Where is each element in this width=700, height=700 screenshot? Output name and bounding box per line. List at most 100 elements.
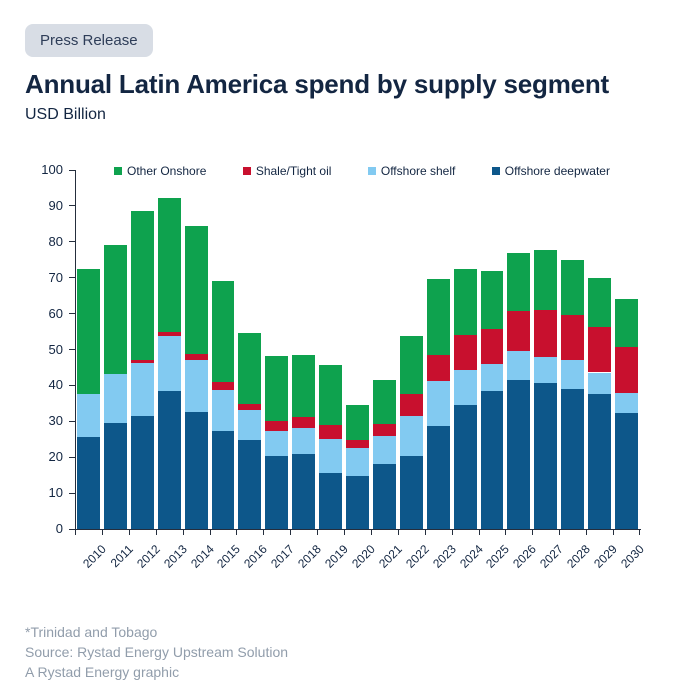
- bar-2024: [453, 170, 477, 529]
- segment-offshore-shelf: [184, 359, 208, 413]
- segment-offshore-deepwater: [426, 425, 450, 529]
- segment-offshore-deepwater: [130, 415, 154, 529]
- segment-other-onshore: [615, 299, 638, 347]
- segment-offshore-shelf: [372, 436, 396, 464]
- segment-offshore-deepwater: [77, 437, 100, 529]
- x-tick-label: 2010: [80, 542, 109, 571]
- bar-2030: [615, 170, 638, 529]
- segment-other-onshore: [77, 268, 100, 395]
- segment-other-onshore: [534, 250, 558, 310]
- segment-offshore-shelf: [588, 372, 612, 394]
- bar-2023: [426, 170, 450, 529]
- legend-label: Other Onshore: [127, 164, 207, 178]
- legend-item-offshore-shelf: Offshore shelf: [367, 164, 456, 178]
- segment-shale-tight-oil: [399, 394, 423, 416]
- x-tick-label: 2024: [456, 542, 486, 571]
- segment-other-onshore: [507, 252, 531, 312]
- x-tick-label: 2029: [591, 542, 620, 571]
- segment-other-onshore: [157, 197, 181, 332]
- segment-offshore-shelf: [399, 415, 423, 456]
- y-tick: [69, 420, 75, 422]
- segment-shale-tight-oil: [588, 326, 612, 373]
- bar-2019: [319, 170, 343, 529]
- segment-other-onshore: [372, 380, 396, 424]
- x-tick: [586, 530, 588, 535]
- legend-label: Offshore shelf: [380, 164, 456, 178]
- segment-other-onshore: [292, 354, 316, 417]
- segment-offshore-shelf: [211, 390, 235, 432]
- segment-other-onshore: [184, 225, 208, 355]
- x-tick-label: 2019: [322, 542, 351, 571]
- segment-shale-tight-oil: [615, 346, 638, 393]
- x-tick: [613, 530, 615, 535]
- legend-label: Offshore deepwater: [504, 164, 610, 178]
- segment-other-onshore: [561, 260, 585, 315]
- legend-item-offshore-deepwater: Offshore deepwater: [491, 164, 610, 178]
- segment-shale-tight-oil: [265, 421, 289, 432]
- press-release-badge: Press Release: [25, 24, 153, 57]
- y-tick-label: 80: [48, 233, 63, 249]
- segment-shale-tight-oil: [184, 354, 208, 360]
- y-tick: [69, 456, 75, 458]
- y-axis: 0 10 20 30 40 50 60 70 80 90 100: [0, 162, 75, 536]
- x-tick-label: 2028: [564, 542, 594, 571]
- legend-swatch-other-onshore: [114, 167, 122, 175]
- bar-2011: [103, 170, 127, 529]
- x-tick: [209, 530, 211, 535]
- segment-other-onshore: [399, 335, 423, 395]
- x-tick-label: 2013: [160, 542, 190, 571]
- segment-offshore-shelf: [507, 351, 531, 381]
- x-tick-label: 2027: [537, 542, 567, 571]
- segment-offshore-shelf: [130, 362, 154, 416]
- x-axis-line: [75, 529, 641, 530]
- y-tick: [69, 313, 75, 315]
- segment-offshore-shelf: [265, 431, 289, 457]
- legend-swatch-offshore-deepwater: [491, 167, 500, 175]
- y-tick: [69, 169, 75, 171]
- x-tick-label: 2021: [375, 542, 405, 571]
- y-tick: [69, 205, 75, 207]
- segment-shale-tight-oil: [372, 423, 396, 437]
- footnote: *Trinidad and Tobago: [25, 624, 158, 640]
- x-tick: [236, 530, 238, 535]
- segment-offshore-shelf: [534, 356, 558, 383]
- x-tick-label: 2011: [107, 542, 136, 571]
- segment-shale-tight-oil: [426, 354, 450, 381]
- y-tick-label: 70: [48, 269, 63, 285]
- x-tick-label: 2026: [510, 542, 540, 571]
- x-tick: [451, 530, 453, 535]
- x-tick-label: 2030: [618, 542, 647, 571]
- segment-shale-tight-oil: [319, 425, 343, 439]
- x-tick: [317, 530, 319, 535]
- segment-other-onshore: [319, 364, 343, 426]
- page-title: Annual Latin America spend by supply seg…: [25, 69, 610, 99]
- credit-line: A Rystad Energy graphic: [25, 664, 180, 680]
- segment-shale-tight-oil: [346, 439, 369, 448]
- legend-item-other-onshore: Other Onshore: [114, 164, 206, 178]
- segment-shale-tight-oil: [211, 381, 235, 391]
- segment-offshore-shelf: [292, 427, 316, 454]
- bar-2010: [77, 170, 100, 529]
- bar-2013: [157, 170, 181, 529]
- x-tick-label: 2025: [483, 542, 513, 571]
- segment-shale-tight-oil: [157, 331, 181, 337]
- segment-offshore-deepwater: [292, 453, 316, 529]
- segment-shale-tight-oil: [561, 314, 585, 360]
- segment-shale-tight-oil: [292, 416, 316, 428]
- segment-shale-tight-oil: [507, 311, 531, 352]
- y-tick: [69, 384, 75, 386]
- bar-2020: [346, 170, 369, 529]
- bar-2016: [238, 170, 262, 529]
- segment-offshore-deepwater: [534, 382, 558, 529]
- x-tick: [532, 530, 534, 535]
- y-tick-label: 30: [48, 413, 63, 429]
- segment-offshore-shelf: [426, 380, 450, 426]
- segment-other-onshore: [480, 270, 504, 329]
- y-axis-line: [75, 170, 76, 530]
- legend-swatch-shale-tight-oil: [242, 167, 251, 175]
- bar-2014: [184, 170, 208, 529]
- segment-other-onshore: [346, 405, 369, 440]
- x-axis-ticks: [75, 530, 640, 536]
- y-tick: [69, 528, 75, 530]
- segment-offshore-deepwater: [238, 440, 262, 529]
